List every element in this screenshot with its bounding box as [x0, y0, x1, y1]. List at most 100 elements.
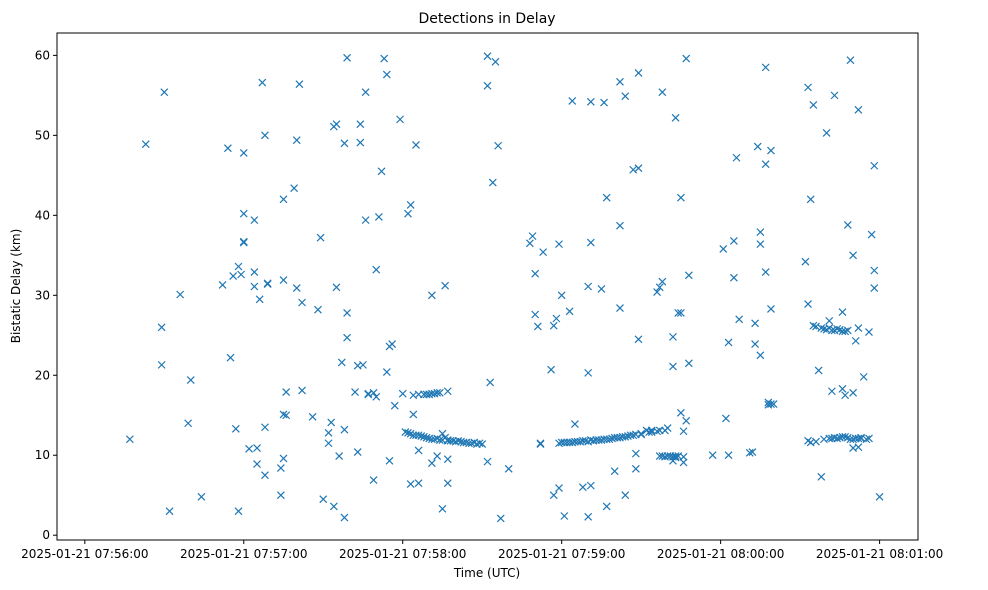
data-point [875, 492, 884, 501]
data-point [404, 209, 412, 218]
data-point [329, 502, 338, 511]
data-point [830, 91, 839, 100]
data-point [838, 384, 847, 393]
data-point [679, 427, 688, 436]
data-point [197, 492, 206, 501]
data-point [343, 333, 352, 342]
chart-title: Detections in Delay [418, 11, 555, 27]
data-point [359, 360, 367, 369]
data-point [769, 400, 778, 408]
data-point [374, 213, 383, 221]
x-tick-label: 2025-01-21 08:00:00 [657, 547, 784, 561]
data-point [343, 308, 352, 317]
data-point [682, 54, 691, 63]
data-point [539, 248, 548, 257]
data-point [597, 284, 606, 293]
data-point [335, 452, 344, 460]
data-point [276, 491, 285, 500]
data-point [679, 458, 688, 467]
data-point [843, 221, 852, 229]
data-point [261, 423, 269, 432]
data-point [854, 443, 863, 452]
data-point [427, 291, 436, 300]
y-tick-label: 60 [35, 48, 50, 62]
data-point [414, 446, 423, 455]
data-point [653, 427, 661, 436]
data-point [814, 366, 823, 375]
data-point [676, 408, 685, 417]
data-point [356, 138, 365, 147]
data-point [531, 310, 540, 319]
data-point [231, 424, 240, 433]
data-point [258, 78, 267, 87]
data-point [870, 161, 879, 170]
x-tick-label: 2025-01-21 07:57:00 [180, 547, 307, 561]
data-point [634, 164, 643, 173]
data-point [732, 153, 741, 162]
data-point [279, 276, 288, 285]
data-point [298, 386, 306, 395]
x-axis: 2025-01-21 07:56:00 2025-01-21 07:57:00 20… [21, 540, 943, 561]
data-point [833, 324, 842, 333]
data-point [682, 416, 691, 425]
data-point [250, 216, 259, 225]
data-point [629, 431, 638, 440]
data-point [435, 436, 444, 444]
data-point [549, 491, 558, 500]
data-point [547, 365, 556, 374]
data-point [817, 472, 826, 481]
data-point [841, 391, 850, 400]
data-point [414, 431, 423, 440]
data-point [708, 451, 717, 460]
data-point [663, 424, 672, 432]
data-point [324, 428, 333, 437]
data-point [679, 452, 688, 461]
data-point [669, 332, 677, 341]
data-point [390, 401, 399, 410]
data-point [372, 392, 381, 401]
data-point [401, 428, 410, 436]
data-point [361, 216, 370, 225]
data-point [261, 471, 269, 480]
data-point [361, 88, 370, 97]
data-point [865, 434, 873, 443]
data-point [684, 359, 693, 368]
data-point [353, 448, 362, 456]
data-point [724, 451, 733, 460]
data-point [735, 315, 744, 324]
data-point [748, 448, 757, 456]
data-point [382, 368, 391, 376]
data-point [454, 436, 463, 445]
data-point [753, 142, 762, 151]
data-point [767, 304, 775, 313]
data-point [324, 439, 333, 448]
data-point [854, 105, 863, 114]
data-point [605, 435, 614, 444]
axes-frame [56, 32, 919, 541]
data-point [404, 428, 412, 437]
data-point [600, 98, 608, 107]
data-point [234, 507, 243, 516]
data-point [406, 201, 415, 209]
data-point [552, 314, 561, 323]
data-point [218, 280, 227, 289]
data-point [610, 467, 619, 476]
data-point [586, 481, 595, 490]
data-point [825, 316, 834, 325]
data-point [653, 288, 661, 297]
data-point [239, 149, 248, 157]
data-point [239, 238, 248, 247]
data-point [671, 113, 680, 122]
data-point [279, 195, 288, 204]
data-point [184, 419, 193, 428]
data-point [316, 233, 325, 242]
data-point [165, 507, 174, 516]
data-point [841, 432, 850, 441]
data-point [412, 141, 420, 149]
data-point [804, 300, 812, 309]
data-point [417, 432, 426, 440]
data-point [160, 88, 169, 97]
data-point [377, 167, 386, 176]
data-point [478, 440, 487, 448]
data-point [676, 193, 685, 202]
